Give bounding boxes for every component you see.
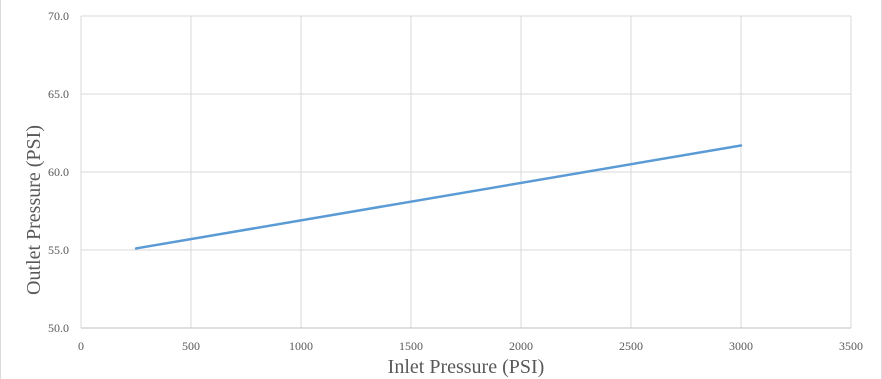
x-tick-label: 2500 xyxy=(619,339,643,353)
tick-labels: 0 500 1000 1500 2000 2500 3000 3500 50.0 55.0 60.0… xyxy=(48,9,863,353)
axes xyxy=(80,16,851,329)
x-tick-label: 1500 xyxy=(399,339,423,353)
x-tick-label: 1000 xyxy=(289,339,313,353)
y-tick-label: 65.0 xyxy=(48,87,69,101)
x-axis-title: Inlet Pressure (PSI) xyxy=(388,356,545,378)
gridlines xyxy=(81,15,852,328)
y-tick-label: 70.0 xyxy=(48,9,69,23)
y-tick-label: 60.0 xyxy=(48,165,69,179)
y-tick-label: 50.0 xyxy=(48,321,69,335)
series-lines xyxy=(134,144,743,250)
x-tick-label: 2000 xyxy=(509,339,533,353)
series-line xyxy=(134,144,743,250)
x-tick-label: 3000 xyxy=(729,339,753,353)
x-tick-label: 3500 xyxy=(839,339,863,353)
x-tick-label: 0 xyxy=(78,339,84,353)
y-axis-title: Outlet Pressure (PSI) xyxy=(23,125,45,295)
y-tick-label: 55.0 xyxy=(48,243,69,257)
x-tick-label: 500 xyxy=(182,339,200,353)
